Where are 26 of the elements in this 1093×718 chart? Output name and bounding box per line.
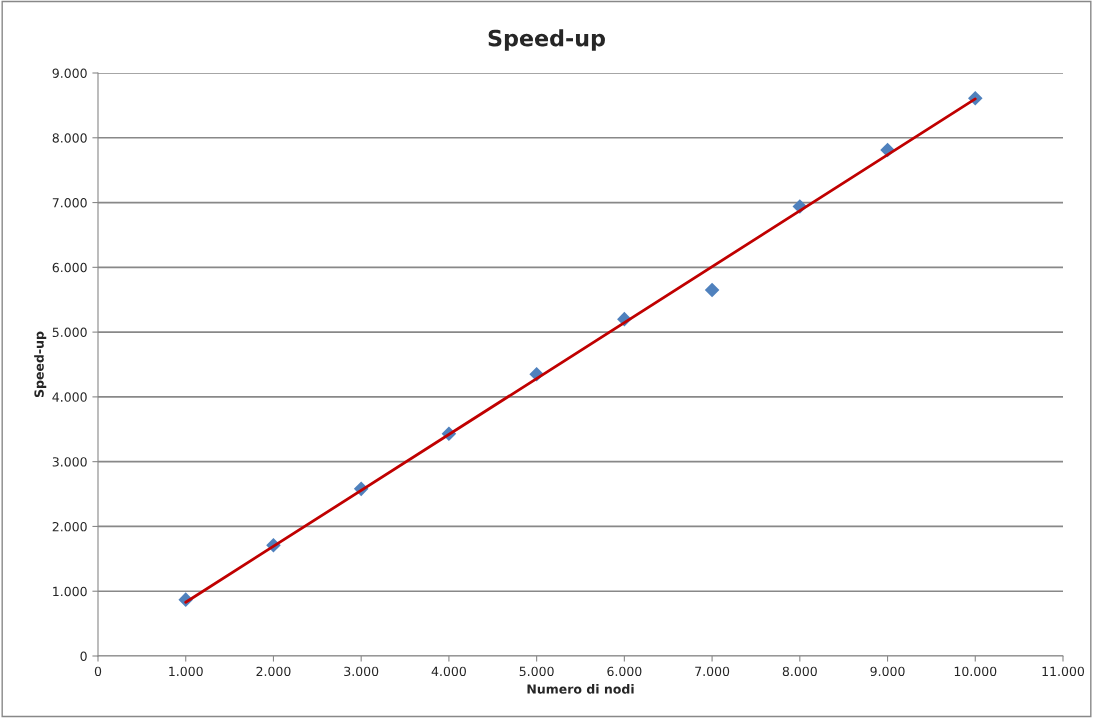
y-tick-label: 6.000 [52, 262, 87, 273]
y-tick-label: 9.000 [52, 68, 87, 78]
chart-title: Speed-up [488, 29, 605, 51]
x-axis-title: Numero di nodi [527, 684, 634, 694]
y-tick-label: 4.000 [52, 392, 87, 402]
y-tick-label: 1.000 [53, 586, 87, 597]
x-tick-label: 4.000 [431, 666, 466, 677]
point [704, 282, 720, 298]
x-tick-label: 11.000 [1042, 666, 1085, 677]
x-tick-label: 10.000 [954, 666, 997, 677]
x-tick-label: 5.000 [519, 666, 554, 677]
x-tick-label: 1.000 [169, 666, 203, 677]
y-tick-label: 3.000 [52, 457, 87, 467]
y-tick-label: 7.000 [52, 198, 87, 208]
y-tick-label: 0 [80, 651, 87, 661]
x-tick-label: 6.000 [607, 666, 642, 677]
x-tick-label: 7.000 [695, 666, 730, 677]
x-tick-label: 8.000 [782, 666, 817, 677]
y-tick-label: 5.000 [52, 327, 87, 338]
x-tick-label: 2.000 [256, 666, 291, 677]
x-tick-label: 0 [94, 666, 102, 677]
x-tick-label: 3.000 [344, 666, 379, 677]
y-axis-title: Speed-up [34, 331, 47, 398]
y-tick-label: 2.000 [52, 521, 87, 532]
y-tick-label: 8.000 [52, 133, 87, 143]
x-tick-label: 9.000 [870, 666, 905, 677]
